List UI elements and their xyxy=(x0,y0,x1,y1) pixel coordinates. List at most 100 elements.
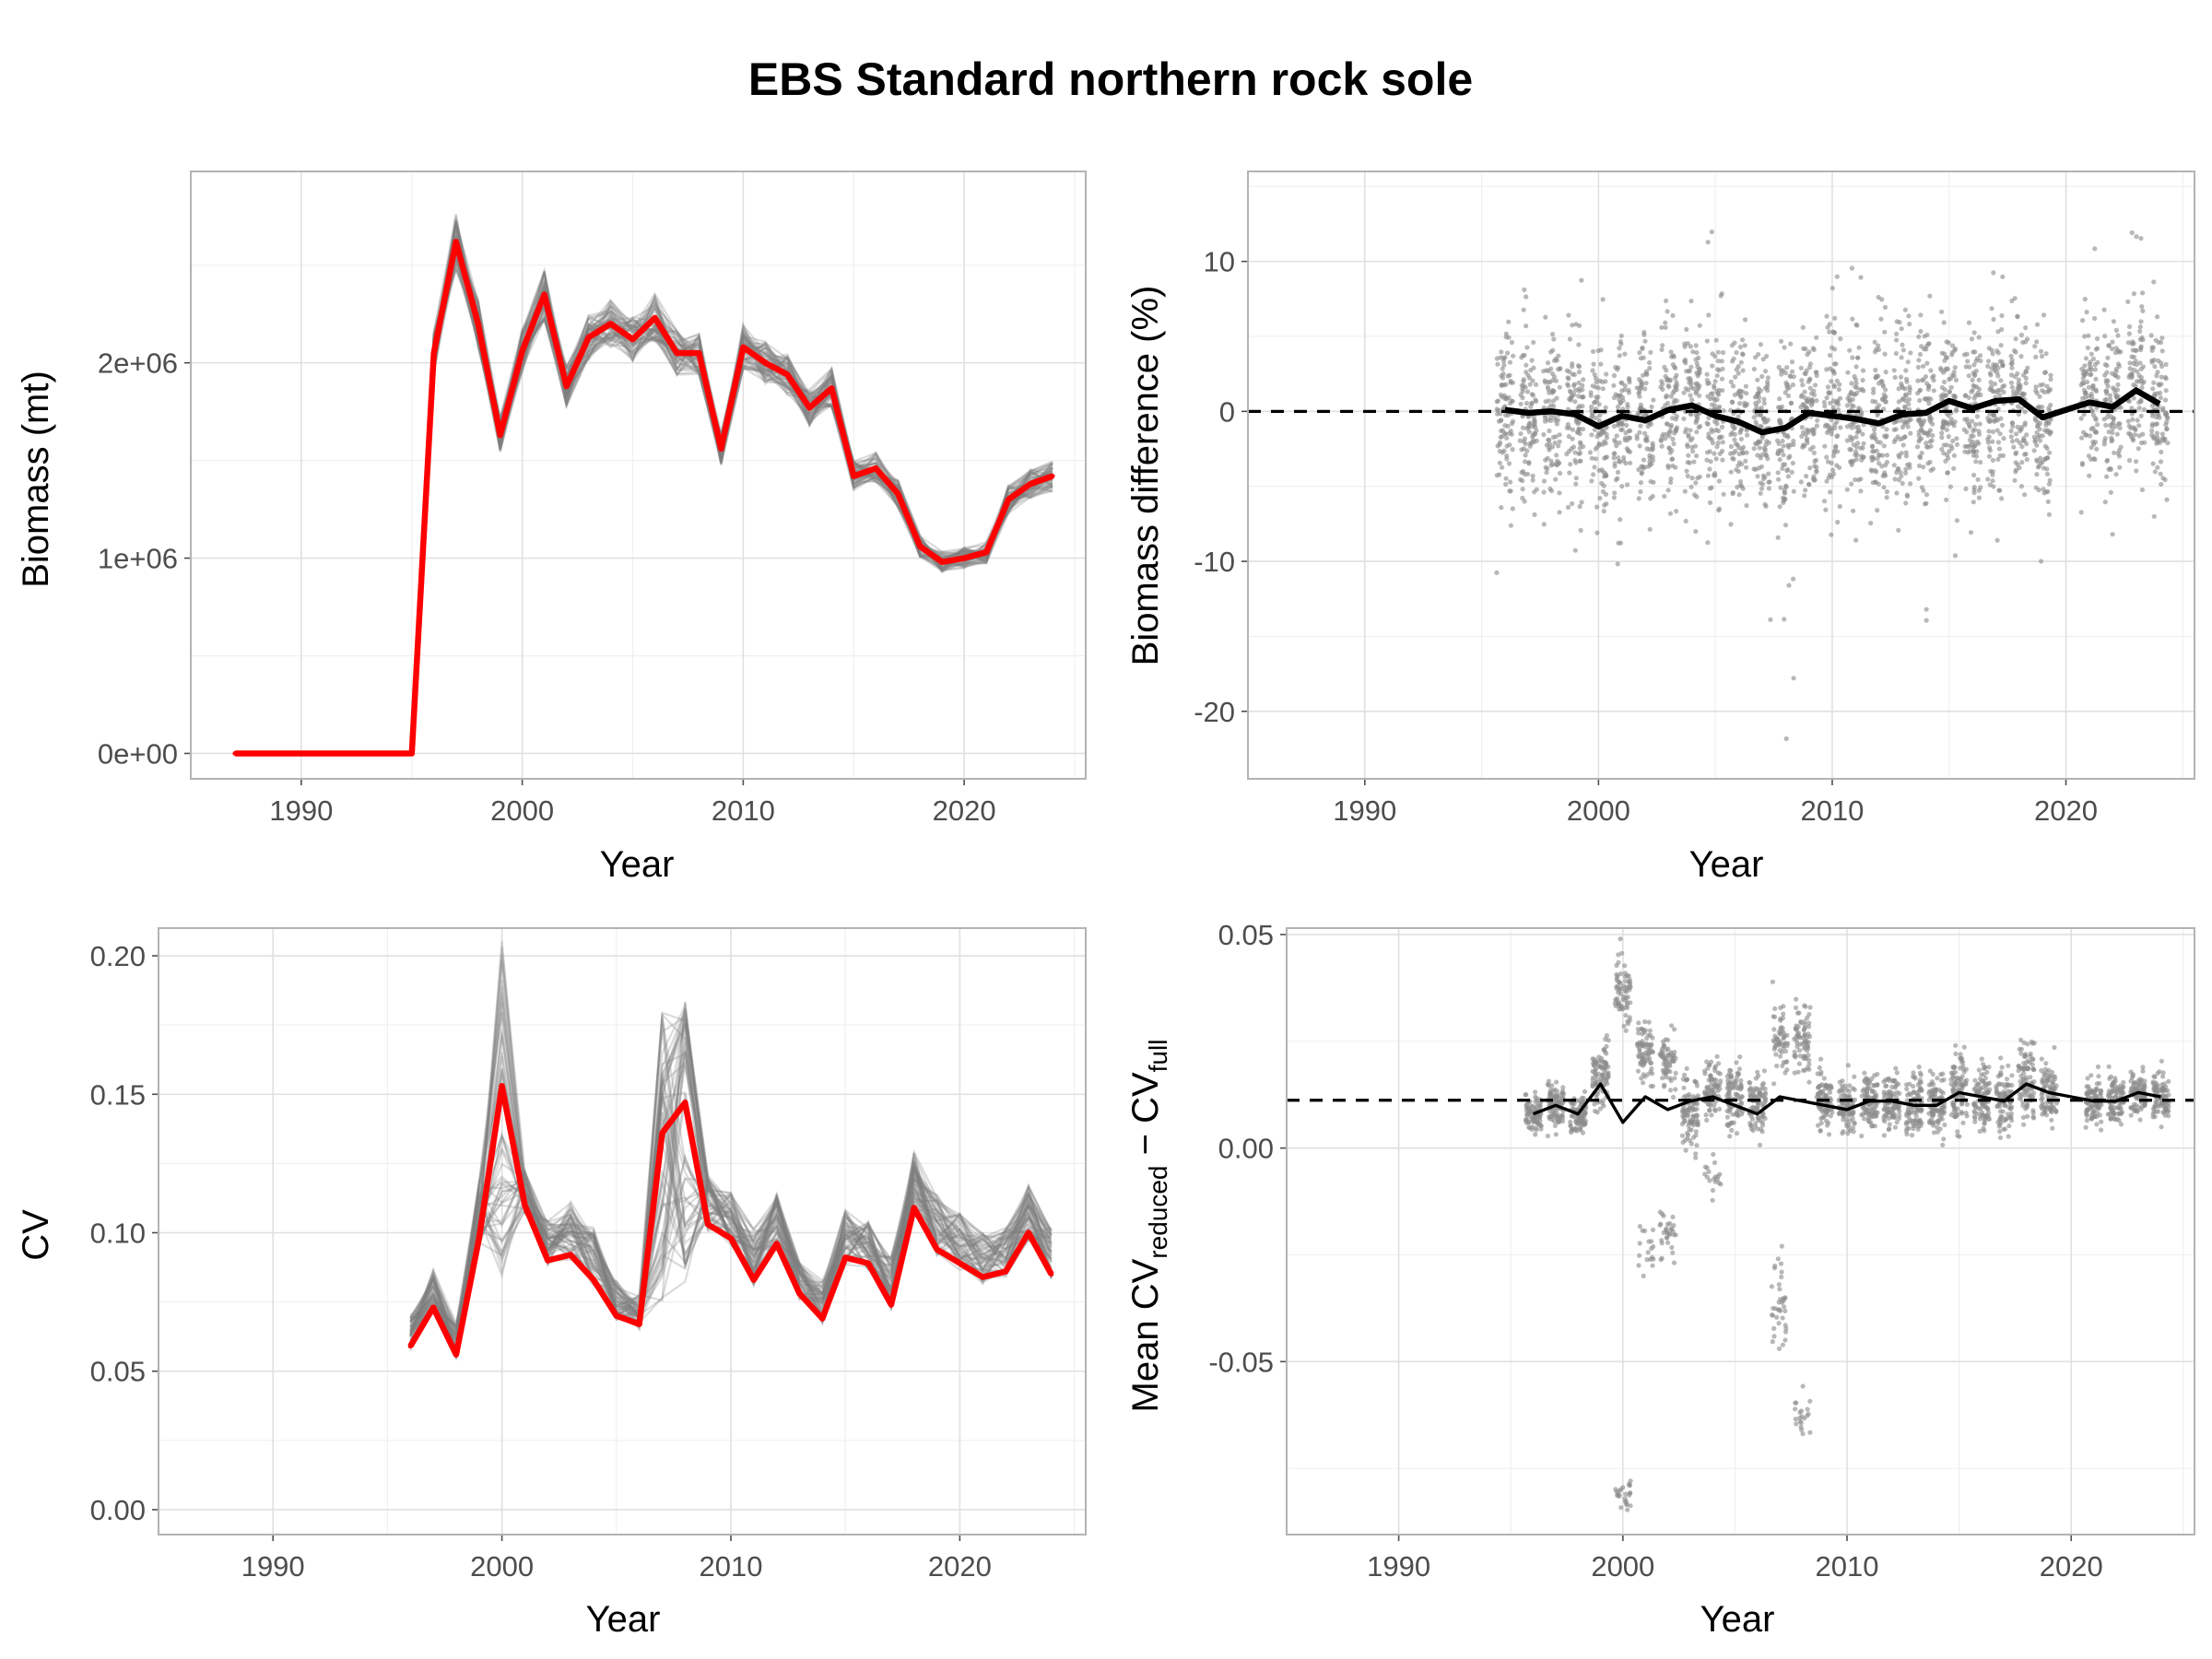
biomass-difference-replicate-point xyxy=(1719,448,1725,454)
biomass-difference-replicate-point xyxy=(1919,451,1924,456)
biomass-full-survey-point xyxy=(586,335,592,340)
biomass-difference-replicate-point xyxy=(1615,561,1620,567)
cv-difference-replicate-point xyxy=(1818,1083,1823,1088)
cv-difference-replicate-point xyxy=(1681,1094,1687,1100)
cv-difference-replicate-point xyxy=(1570,1126,1575,1132)
biomass-difference-replicate-point xyxy=(1572,399,1578,405)
biomass-difference-replicate-point xyxy=(1838,395,1843,401)
biomass-difference-replicate-point xyxy=(1604,501,1609,507)
cv-difference-replicate-point xyxy=(1524,1117,1529,1123)
biomass-difference-replicate-point xyxy=(1875,508,1880,513)
biomass-difference-replicate-point xyxy=(1547,379,1553,385)
biomass-difference-replicate-point xyxy=(1664,394,1669,400)
biomass-difference-replicate-point xyxy=(2136,379,2142,384)
biomass-difference-replicate-point xyxy=(1735,364,1741,370)
biomass-difference-replicate-point xyxy=(1953,377,1959,382)
biomass-difference-replicate-point xyxy=(2136,433,2142,439)
cv-difference-replicate-point xyxy=(1953,1051,1959,1056)
biomass-difference-replicate-point xyxy=(1696,386,1701,392)
biomass-difference-replicate-point xyxy=(2110,429,2115,436)
cv-difference-replicate-point xyxy=(1568,1119,1573,1124)
biomass-difference-replicate-point xyxy=(1946,434,1951,440)
cv-difference-replicate-point xyxy=(1806,1012,1812,1018)
cv-difference-replicate-point xyxy=(1560,1085,1566,1090)
biomass-difference-replicate-point xyxy=(1858,488,1864,494)
cv-difference-replicate-point xyxy=(1641,1273,1646,1278)
biomass-difference-replicate-point xyxy=(1592,465,1597,470)
biomass-difference-replicate-point xyxy=(1576,342,1582,347)
biomass-difference-replicate-point xyxy=(1707,466,1712,472)
biomass-difference-replicate-point xyxy=(1557,384,1562,390)
biomass-difference-replicate-point xyxy=(1580,394,1585,400)
biomass-difference-replicate-point xyxy=(1641,457,1647,463)
biomass-difference-replicate-point xyxy=(1600,297,1606,302)
cv-difference-replicate-point xyxy=(1729,1075,1735,1080)
biomass-difference-replicate-point xyxy=(1785,393,1792,399)
cv-difference-replicate-point xyxy=(1884,1113,1889,1119)
biomass-difference-replicate-point xyxy=(1719,424,1725,429)
biomass-difference-replicate-point xyxy=(2154,373,2159,379)
biomass-difference-replicate-point xyxy=(1783,523,1789,528)
biomass-difference-replicate-point xyxy=(1686,432,1691,438)
biomass-difference-replicate-point xyxy=(1986,453,1993,459)
biomass-difference-replicate-point xyxy=(2117,425,2123,430)
cv-difference-replicate-point xyxy=(1978,1090,1983,1096)
biomass-difference-replicate-point xyxy=(1728,443,1734,450)
cv-difference-replicate-point xyxy=(1800,1431,1806,1437)
cv-difference-replicate-point xyxy=(1888,1110,1893,1115)
biomass-difference-replicate-point xyxy=(2134,362,2139,368)
biomass-difference-replicate-point xyxy=(1737,344,1744,349)
cv-difference-replicate-point xyxy=(1627,984,1632,990)
biomass-difference-replicate-point xyxy=(1494,570,1500,576)
cv-difference-replicate-point xyxy=(1681,1085,1687,1090)
biomass-difference-replicate-point xyxy=(1672,430,1677,436)
biomass-difference-replicate-point xyxy=(1976,431,1983,437)
biomass-difference-replicate-point xyxy=(1785,474,1791,479)
biomass-difference-replicate-point xyxy=(1849,381,1854,386)
biomass-difference-replicate-point xyxy=(1551,388,1557,394)
biomass-difference-replicate-point xyxy=(1876,481,1881,487)
cv-difference-replicate-point xyxy=(1801,1046,1807,1052)
cv-difference-replicate-point xyxy=(1647,1028,1653,1033)
biomass-marks xyxy=(232,213,1055,757)
biomass-difference-replicate-point xyxy=(1668,349,1674,355)
cv-difference-replicate-point xyxy=(1776,1346,1783,1351)
biomass-difference-replicate-point xyxy=(1755,474,1760,479)
biomass-difference-replicate-point xyxy=(1525,372,1531,378)
cv-difference-replicate-point xyxy=(1683,1077,1688,1083)
cv-difference-y-tick-label: 0.05 xyxy=(1218,919,1274,951)
biomass-difference-replicate-point xyxy=(2081,387,2087,393)
biomass-difference-replicate-point xyxy=(1566,449,1572,454)
biomass-difference-replicate-point xyxy=(1742,343,1747,348)
biomass-difference-replicate-point xyxy=(1642,430,1648,436)
cv-difference-replicate-point xyxy=(1823,1082,1829,1088)
cv-difference-replicate-point xyxy=(1596,1054,1602,1060)
biomass-difference-replicate-point xyxy=(1853,424,1859,430)
biomass-difference-replicate-point xyxy=(1697,393,1702,398)
biomass-difference-replicate-point xyxy=(1902,307,1908,312)
biomass-difference-replicate-point xyxy=(1876,294,1881,300)
biomass-full-survey-point xyxy=(254,750,260,756)
biomass-panel-border xyxy=(190,171,1087,780)
cv-difference-replicate-point xyxy=(1636,1263,1641,1268)
biomass-difference-replicate-point xyxy=(1682,341,1688,347)
cv-difference-replicate-point xyxy=(1850,1116,1855,1122)
cv-difference-replicate-point xyxy=(1702,1164,1708,1170)
biomass-difference-replicate-point xyxy=(2125,430,2132,436)
biomass-difference-replicate-point xyxy=(1883,370,1888,375)
biomass-difference-replicate-point xyxy=(2159,374,2164,380)
biomass-difference-replicate-point xyxy=(1961,427,1967,432)
biomass-difference-replicate-point xyxy=(1533,397,1538,403)
biomass-difference-replicate-point xyxy=(2092,246,2098,252)
biomass-difference-replicate-point xyxy=(2160,406,2166,411)
cv-difference-replicate-point xyxy=(1642,1228,1648,1234)
biomass-difference-replicate-point xyxy=(1519,382,1524,388)
biomass-difference-replicate-point xyxy=(2133,383,2138,389)
cv-replicate-line xyxy=(409,1142,1053,1355)
biomass-full-survey-point xyxy=(806,405,812,410)
biomass-difference-replicate-point xyxy=(1775,470,1781,476)
cv-difference-replicate-point xyxy=(1535,1120,1540,1125)
biomass-difference-replicate-point xyxy=(1799,433,1805,439)
cv-difference-replicate-point xyxy=(1785,1041,1791,1046)
cv-difference-replicate-point xyxy=(1882,1106,1888,1112)
